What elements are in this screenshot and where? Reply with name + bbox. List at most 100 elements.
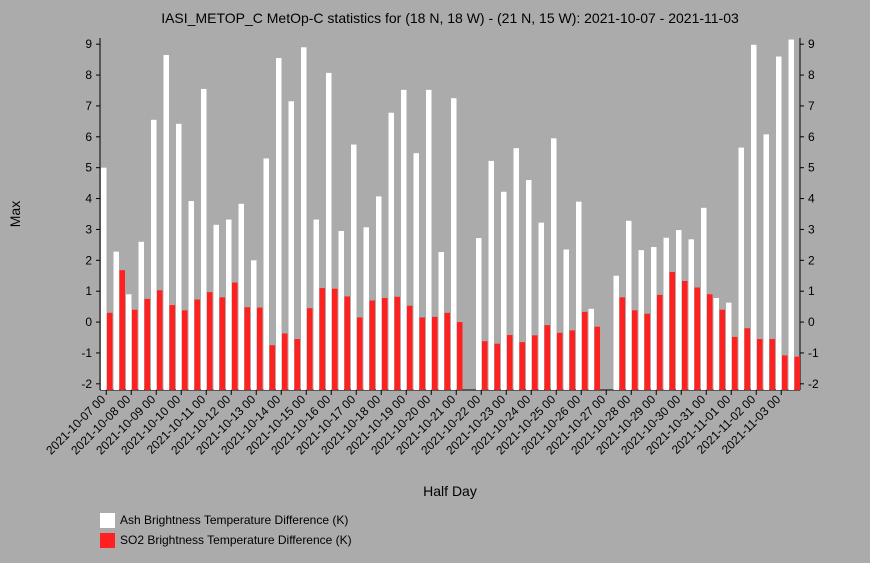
ash-bar <box>126 294 132 390</box>
so2-bar <box>457 322 463 390</box>
ash-bar <box>626 220 632 390</box>
so2-bar <box>344 296 350 390</box>
legend-item-ash: Ash Brightness Temperature Difference (K… <box>100 512 352 528</box>
so2-bar <box>757 339 763 390</box>
so2-bar <box>544 325 550 390</box>
so2-bar <box>769 339 775 390</box>
ash-bar <box>301 47 307 390</box>
ash-bar <box>276 58 282 390</box>
ash-bar <box>201 88 207 390</box>
y-tick-label-left: -1 <box>81 346 92 360</box>
y-tick-label-left: 4 <box>85 192 92 206</box>
ash-bar <box>701 207 707 390</box>
ash-bar <box>551 138 557 390</box>
so2-bar <box>419 317 425 390</box>
y-tick-label-left: 1 <box>85 284 92 298</box>
so2-bar <box>782 355 788 390</box>
ash-bar <box>213 224 219 390</box>
so2-bar <box>207 292 213 390</box>
y-tick-label-left: 7 <box>85 99 92 113</box>
y-tick-label-right: 6 <box>808 130 815 144</box>
so2-bar <box>619 297 625 390</box>
ash-bar <box>151 119 157 390</box>
ash-bar <box>113 251 119 390</box>
ash-bar <box>526 180 532 390</box>
ash-bar <box>351 144 357 390</box>
ash-bar <box>676 230 682 390</box>
so2-bar <box>219 297 225 390</box>
ash-bar <box>501 191 507 390</box>
y-tick-label-left: 9 <box>85 37 92 51</box>
so2-bar <box>382 297 388 390</box>
y-tick-label-right: 3 <box>808 222 815 236</box>
y-tick-label-right: 5 <box>808 161 815 175</box>
so2-bar <box>744 328 750 390</box>
so2-bar <box>507 335 513 390</box>
ash-bar <box>688 239 694 390</box>
ash-bar <box>388 112 394 390</box>
so2-bar <box>307 308 313 390</box>
ash-bar <box>588 308 594 390</box>
x-axis-label: Half Day <box>423 483 477 499</box>
y-tick-label-left: 5 <box>85 161 92 175</box>
ash-bar <box>763 134 769 390</box>
ash-bar <box>451 98 457 391</box>
ash-bar <box>176 123 182 390</box>
so2-bar <box>644 313 650 390</box>
ash-bar <box>363 227 369 390</box>
y-tick-label-left: 2 <box>85 253 92 267</box>
y-tick-label-left: -2 <box>81 377 92 391</box>
y-tick-label-left: 0 <box>85 315 92 329</box>
so2-bar <box>432 316 438 390</box>
so2-bar <box>794 356 800 390</box>
ash-bar <box>576 201 582 390</box>
so2-bar <box>157 290 163 390</box>
ash-bar <box>338 230 344 390</box>
ash-bar <box>226 219 232 390</box>
so2-bar <box>632 310 638 390</box>
legend-label-so2: SO2 Brightness Temperature Difference (K… <box>120 533 352 547</box>
ash-bar <box>713 297 719 390</box>
so2-bar <box>107 312 113 390</box>
so2-bar <box>257 307 263 390</box>
so2-bar <box>519 342 525 390</box>
ash-bar <box>188 201 194 390</box>
ash-bar <box>413 153 419 390</box>
so2-bar <box>244 307 250 390</box>
ash-bar <box>538 222 544 390</box>
legend-label-ash: Ash Brightness Temperature Difference (K… <box>120 513 349 527</box>
ash-bar <box>263 158 269 390</box>
ash-bar <box>138 241 144 390</box>
so2-bar <box>669 272 675 390</box>
ash-bar <box>438 251 444 390</box>
so2-bar <box>232 282 238 390</box>
ash-bar <box>638 250 644 390</box>
ash-bar <box>288 101 294 391</box>
legend-item-so2: SO2 Brightness Temperature Difference (K… <box>100 532 352 548</box>
ash-bar <box>488 160 494 390</box>
ash-bar <box>563 249 569 390</box>
y-axis-label: Max <box>7 201 23 227</box>
y-tick-label-right: 0 <box>808 315 815 329</box>
ash-bar <box>738 147 744 390</box>
ash-bar <box>426 89 432 391</box>
ash-bar <box>251 260 257 390</box>
y-tick-label-right: -1 <box>808 346 819 360</box>
so2-bar <box>357 317 363 390</box>
so2-bar <box>119 270 125 390</box>
ash-bar <box>101 167 107 390</box>
y-tick-label-right: 7 <box>808 99 815 113</box>
so2-bar <box>319 288 325 390</box>
ash-bar <box>751 44 757 390</box>
so2-bar <box>707 294 713 390</box>
so2-bar <box>532 335 538 390</box>
so2-bar <box>282 333 288 390</box>
ash-bar <box>476 238 482 390</box>
so2-bar <box>694 287 700 390</box>
chart-title: IASI_METOP_C MetOp-C statistics for (18 … <box>161 10 739 26</box>
ash-bar <box>613 275 619 390</box>
so2-bar <box>132 309 138 390</box>
so2-bar <box>682 281 688 390</box>
